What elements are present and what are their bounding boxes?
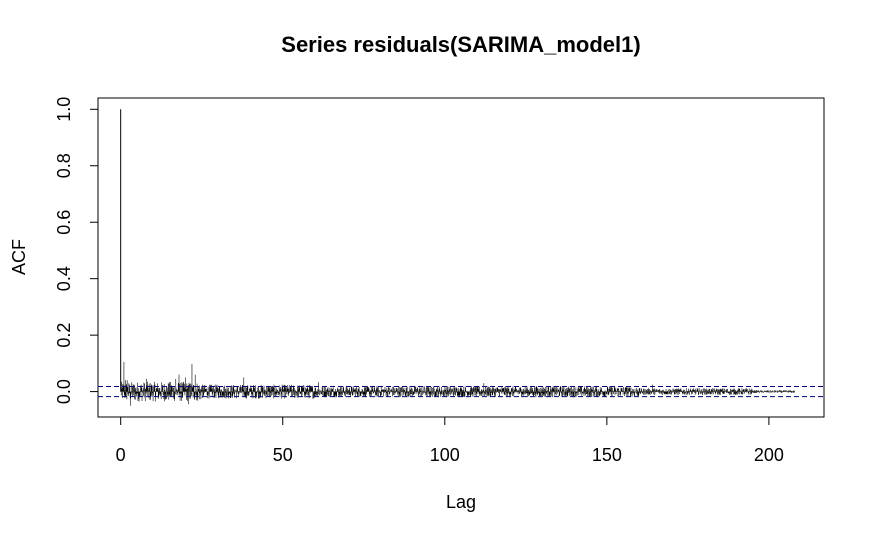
y-tick-label: 0.2 xyxy=(54,323,74,348)
x-tick-label: 100 xyxy=(430,445,460,465)
acf-bars xyxy=(120,109,796,406)
x-axis-label: Lag xyxy=(446,492,476,512)
y-axis-label: ACF xyxy=(9,239,29,275)
plot-frame xyxy=(97,97,825,418)
y-tick-label: 0.8 xyxy=(54,153,74,178)
y-tick-label: 0.0 xyxy=(54,379,74,404)
confidence-bands xyxy=(98,386,824,398)
x-tick-label: 150 xyxy=(592,445,622,465)
chart-title: Series residuals(SARIMA_model1) xyxy=(281,32,640,57)
x-axis: 0 50 100 150 200 xyxy=(116,416,784,465)
x-tick-label: 0 xyxy=(116,445,126,465)
x-tick-label: 50 xyxy=(273,445,293,465)
y-axis: 0.0 0.2 0.4 0.6 0.8 1.0 xyxy=(54,97,99,404)
y-tick-label: 0.6 xyxy=(54,210,74,235)
x-tick-label: 200 xyxy=(754,445,784,465)
y-tick-label: 1.0 xyxy=(54,97,74,122)
y-tick-label: 0.4 xyxy=(54,266,74,291)
